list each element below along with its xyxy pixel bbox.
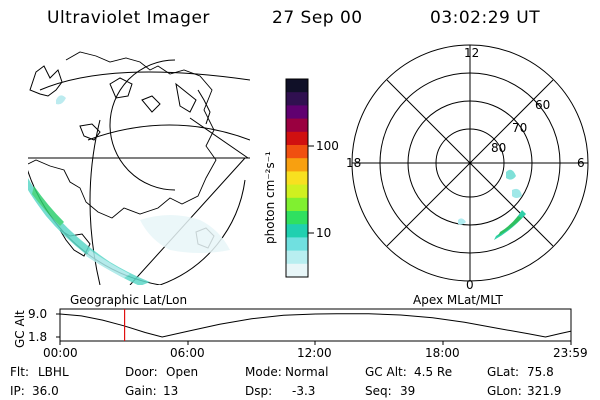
left-panel-caption: Geographic Lat/Lon: [70, 293, 188, 307]
gcalt-label: GC Alt:: [365, 365, 407, 379]
lon-line-1: [89, 119, 101, 285]
colorbar-band: [286, 92, 308, 106]
flt-label: Flt:: [10, 365, 29, 379]
header-time: 03:02:29 UT: [430, 8, 541, 28]
coast-8: [79, 123, 101, 141]
mode-label: Mode:: [245, 365, 282, 379]
coast-4: [175, 82, 197, 113]
mlt-label-18: 18: [346, 156, 362, 170]
altitude-ylabel: GC Alt: [13, 310, 27, 348]
colorbar-frame: [285, 78, 309, 278]
altitude-xtick-0600: 06:00: [170, 346, 205, 360]
right-panel-caption: Apex MLat/MLT: [413, 293, 503, 307]
colorbar-band: [286, 158, 308, 172]
mlat-label-60: 60: [535, 98, 551, 112]
mlt-label-0: 0: [466, 278, 474, 292]
mode-value: Normal: [285, 365, 329, 379]
altitude-curve: [59, 313, 571, 338]
glat-value: 75.8: [527, 365, 554, 379]
glon-label: GLon:: [487, 384, 522, 398]
seq-value: 39: [400, 384, 416, 398]
coast-9: [141, 95, 161, 113]
gcalt-value: 4.5 Re: [414, 365, 453, 379]
door-label: Door:: [125, 365, 158, 379]
coast-3: [109, 77, 133, 99]
header-date: 27 Sep 00: [272, 8, 363, 28]
mlat-label-80: 80: [491, 141, 507, 155]
ip-label: IP:: [10, 384, 25, 398]
coast-5: [197, 89, 211, 125]
altitude-xtick-1800: 18:00: [425, 346, 460, 360]
colorbar-band: [286, 197, 308, 212]
lon-line-3: [189, 117, 249, 159]
colorbar-label-10: 10: [316, 226, 332, 240]
colorbar-band: [286, 145, 308, 159]
colorbar-band: [286, 237, 308, 252]
colorbar-band: [286, 79, 308, 93]
lat-arc-top: [39, 71, 250, 91]
polar-diag-2: [386, 79, 554, 247]
colorbar-band: [286, 184, 308, 199]
colorbar-band: [286, 224, 308, 238]
coast-1: [29, 65, 63, 97]
altitude-xtick-0000: 00:00: [43, 346, 78, 360]
mlt-label-12: 12: [464, 46, 480, 60]
polar-plot: [351, 44, 589, 282]
glat-label: GLat:: [487, 365, 520, 379]
colorbar-band: [286, 211, 308, 225]
altitude-ytick-1-8: 1.8: [28, 330, 48, 344]
flt-value: LBHL: [38, 365, 69, 379]
mlt-label-6: 6: [577, 156, 585, 170]
colorbar-band: [286, 250, 308, 265]
door-value: Open: [166, 365, 199, 379]
colorbar-unit-label: photon cm⁻²s⁻¹: [263, 151, 277, 244]
altitude-ytick-9: 9.0: [28, 307, 48, 321]
seq-label: Seq:: [365, 384, 392, 398]
lat-arc-mid: [87, 124, 250, 141]
gain-label: Gain:: [125, 384, 157, 398]
colorbar-band: [286, 263, 308, 278]
colorbar-band: [286, 131, 308, 146]
altitude-xtick-1200: 12:00: [297, 346, 332, 360]
coast-2: [28, 51, 217, 219]
colorbar: [286, 79, 308, 278]
colorbar-band: [286, 118, 308, 133]
altitude-ticks-y: [56, 313, 60, 338]
colorbar-band: [286, 171, 308, 186]
mlat-label-70: 70: [512, 121, 528, 135]
altitude-ticks-x: [59, 341, 572, 345]
altitude-xtick-2359: 23:59: [553, 346, 588, 360]
polar-emission: [458, 169, 526, 240]
instrument-title: Ultraviolet Imager: [47, 8, 210, 28]
left-emission: [28, 95, 230, 285]
dsp-value: -3.3: [292, 384, 316, 398]
ip-value: 36.0: [32, 384, 59, 398]
colorbar-band: [286, 105, 308, 120]
colorbar-label-100: 100: [316, 139, 339, 153]
gain-value: 13: [163, 384, 179, 398]
glon-value: 321.9: [527, 384, 562, 398]
dsp-label: Dsp:: [245, 384, 273, 398]
